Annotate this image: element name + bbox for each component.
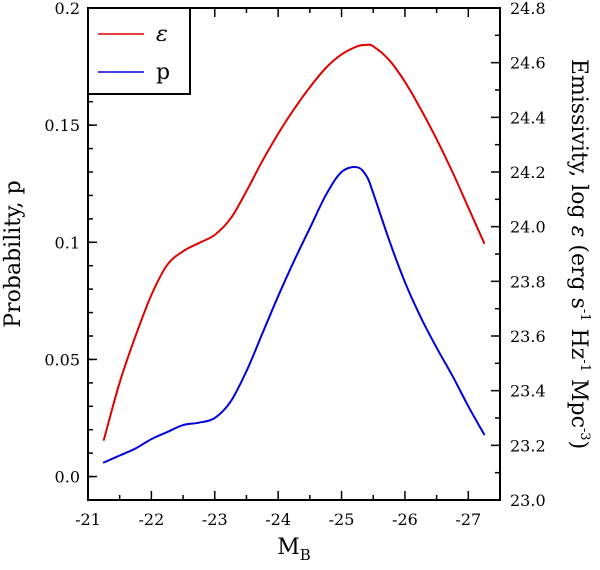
tick-labels: -21 -22 -23 -24 -25 -26 -27 0.0 0.05 0.1 0.15 0.2 23… (44, 0, 545, 529)
x-tick-label: -24 (265, 510, 291, 529)
y-right-tick-label: 23.6 (510, 327, 546, 346)
series-line-probability (102, 166, 486, 464)
x-tick-label: -27 (455, 510, 481, 529)
y-axis-left-label: Probability, p (1, 180, 26, 327)
y-axis-right-label-epsilon: ε (566, 226, 591, 238)
legend-box (87, 7, 191, 95)
y-axis-right-label: Emissivity, log ε (erg s-1 Hz-1 Mpc-3) (566, 59, 592, 449)
y-right-tick-label: 24.6 (510, 54, 546, 73)
y-right-tick-label: 24.4 (510, 108, 546, 127)
x-tick-label: -26 (392, 510, 418, 529)
legend-label-probability: p (156, 60, 170, 85)
y-right-tick-label: 23.0 (510, 491, 546, 510)
y-axis-right-label-sup: -3 (577, 428, 592, 441)
x-tick-label: -25 (329, 510, 355, 529)
x-axis-label-main: M (277, 535, 300, 560)
y-right-tick-label: 24.2 (510, 163, 546, 182)
y-right-tick-label: 24.0 (510, 218, 546, 237)
y-right-tick-label: 23.4 (510, 382, 546, 401)
y-axis-right-label-sup: -1 (577, 359, 592, 372)
legend: ε p (87, 7, 191, 95)
y-axis-right-label-part: Mpc (566, 372, 591, 428)
y-left-tick-label: 0.1 (55, 233, 80, 252)
y-axis-right-label-part: (erg s (566, 237, 591, 308)
y-right-tick-label: 23.2 (510, 436, 546, 455)
y-axis-right-label-part: ) (566, 441, 591, 450)
series-lines (102, 43, 486, 464)
y-right-tick-label: 23.8 (510, 272, 546, 291)
series-line-emissivity (102, 43, 486, 441)
y-left-tick-label: 0.0 (55, 468, 80, 487)
y-axis-right-label-sup: -1 (577, 309, 592, 322)
x-tick-label: -22 (139, 510, 165, 529)
x-axis-label: MB (277, 535, 311, 564)
x-axis-label-subscript: B (300, 546, 311, 564)
y-axis-right-label-part: Emissivity, log (566, 59, 591, 226)
x-tick-label: -23 (202, 510, 228, 529)
y-left-tick-label: 0.15 (44, 116, 80, 135)
y-left-tick-label: 0.05 (44, 350, 80, 369)
y-left-tick-label: 0.2 (55, 0, 80, 18)
x-tick-label: -21 (75, 510, 101, 529)
y-axis-right-label-part: Hz (566, 322, 591, 360)
y-right-tick-label: 24.8 (510, 0, 546, 18)
legend-label-emissivity: ε (156, 22, 168, 47)
